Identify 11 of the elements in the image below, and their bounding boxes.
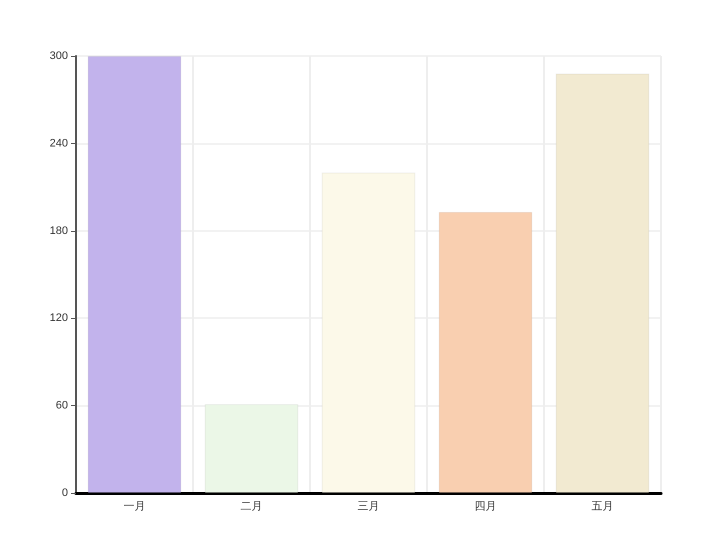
y-tick-label: 240 bbox=[50, 137, 68, 150]
y-tick-label: 180 bbox=[50, 224, 68, 237]
y-tick-label: 120 bbox=[50, 312, 68, 324]
x-tick-label: 四月 bbox=[474, 500, 496, 512]
y-tick-label: 60 bbox=[56, 400, 68, 412]
x-tick-label: 五月 bbox=[592, 500, 614, 512]
y-tick-label: 0 bbox=[62, 487, 68, 499]
x-tick-label: 二月 bbox=[240, 500, 262, 512]
x-tick-label: 一月 bbox=[124, 500, 146, 512]
y-tick-label: 300 bbox=[50, 50, 68, 62]
x-tick-label: 三月 bbox=[358, 500, 380, 512]
